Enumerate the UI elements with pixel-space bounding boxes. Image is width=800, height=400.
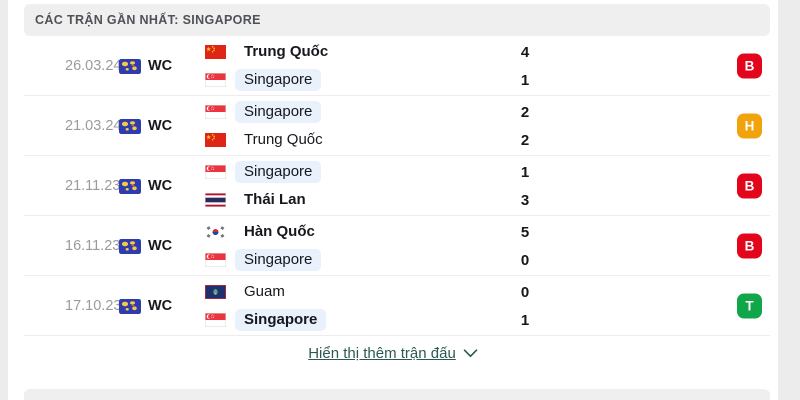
world-cup-icon	[119, 239, 141, 254]
scores: 2 2	[514, 96, 536, 156]
match-list: 26.03.24 WC Trung Quốc Singapore 4 1 B	[8, 36, 778, 336]
away-score: 2	[520, 131, 530, 149]
home-score: 4	[520, 43, 530, 61]
away-score: 3	[520, 191, 530, 209]
home-team-name: Guam	[244, 283, 285, 300]
away-team: Singapore	[205, 307, 327, 333]
home-team: Singapore	[205, 159, 322, 185]
home-score: 0	[520, 283, 530, 301]
result-badge: T	[737, 293, 762, 319]
world-cup-icon	[119, 59, 141, 74]
competition-label: WC	[148, 58, 173, 74]
home-team: Trung Quốc	[205, 39, 337, 65]
section-title: CÁC TRẬN GẦN NHẤT: SINGAPORE	[35, 13, 261, 27]
singapore-flag-icon	[205, 253, 226, 267]
thailand-flag-icon	[205, 193, 226, 207]
match-date: 21.03.24	[65, 118, 122, 134]
show-more-matches-link[interactable]: Hiển thị thêm trận đấu	[308, 345, 478, 362]
home-team-name: Trung Quốc	[244, 43, 329, 60]
away-score: 1	[520, 71, 530, 89]
world-cup-icon	[119, 179, 141, 194]
match-row[interactable]: 16.11.23 WC Hàn Quốc Singapore 5 0 B	[8, 216, 778, 276]
match-date: 21.11.23	[65, 178, 121, 194]
china-flag-icon	[205, 133, 226, 147]
home-team: Hàn Quốc	[205, 219, 324, 245]
competition: WC	[119, 276, 172, 336]
away-team-name: Thái Lan	[244, 191, 306, 208]
teams: Singapore Trung Quốc	[205, 96, 332, 156]
competition-label: WC	[148, 118, 173, 134]
home-score: 5	[520, 223, 530, 241]
singapore-flag-icon	[205, 165, 226, 179]
recent-matches-panel: CÁC TRẬN GẦN NHẤT: SINGAPORE 26.03.24 WC…	[8, 0, 778, 400]
world-cup-icon	[119, 119, 141, 134]
home-team-name: Hàn Quốc	[244, 223, 315, 240]
home-score: 1	[520, 163, 530, 181]
competition-label: WC	[148, 238, 173, 254]
teams: Guam Singapore	[205, 276, 327, 336]
singapore-flag-icon	[205, 313, 226, 327]
scores: 5 0	[514, 216, 536, 276]
away-team-name: Singapore	[235, 309, 327, 331]
away-score: 0	[520, 251, 530, 269]
home-team: Guam	[205, 279, 326, 305]
competition-label: WC	[148, 298, 173, 314]
home-team: Singapore	[205, 99, 332, 125]
scores: 4 1	[514, 36, 536, 96]
home-score: 2	[520, 103, 530, 121]
match-row[interactable]: 17.10.23 WC Guam Singapore 0 1 T	[8, 276, 778, 336]
competition: WC	[119, 216, 172, 276]
away-team: Singapore	[205, 247, 324, 273]
away-score: 1	[520, 311, 530, 329]
guam-flag-icon	[205, 285, 226, 299]
home-team-name: Singapore	[235, 161, 322, 183]
result-badge: B	[737, 53, 762, 79]
away-team: Singapore	[205, 67, 337, 93]
result-badge: B	[737, 233, 762, 259]
competition-label: WC	[148, 178, 173, 194]
away-team: Thái Lan	[205, 187, 321, 213]
home-team-name: Singapore	[235, 101, 322, 123]
match-date: 17.10.23	[65, 298, 122, 314]
show-more-label: Hiển thị thêm trận đấu	[308, 344, 456, 362]
match-date: 16.11.23	[65, 238, 121, 254]
teams: Hàn Quốc Singapore	[205, 216, 324, 276]
singapore-flag-icon	[205, 105, 226, 119]
section-header: CÁC TRẬN GẦN NHẤT: SINGAPORE	[24, 4, 770, 36]
match-date: 26.03.24	[65, 58, 122, 74]
result-badge: B	[737, 173, 762, 199]
chevron-down-icon	[463, 348, 478, 357]
away-team-name: Trung Quốc	[244, 131, 323, 148]
scores: 1 3	[514, 156, 536, 216]
away-team-name: Singapore	[235, 249, 322, 271]
scores: 0 1	[514, 276, 536, 336]
away-team: Trung Quốc	[205, 127, 332, 153]
teams: Trung Quốc Singapore	[205, 36, 337, 96]
competition: WC	[119, 156, 172, 216]
world-cup-icon	[119, 299, 141, 314]
match-row[interactable]: 21.11.23 WC Singapore Thái Lan 1 3 B	[8, 156, 778, 216]
next-section-header-partial	[24, 389, 770, 400]
match-row[interactable]: 21.03.24 WC Singapore Trung Quốc 2 2 H	[8, 96, 778, 156]
competition: WC	[119, 36, 172, 96]
south-korea-flag-icon	[205, 225, 226, 239]
china-flag-icon	[205, 45, 226, 59]
footer: Hiển thị thêm trận đấu	[8, 336, 778, 370]
match-row[interactable]: 26.03.24 WC Trung Quốc Singapore 4 1 B	[8, 36, 778, 96]
singapore-flag-icon	[205, 73, 226, 87]
result-badge: H	[737, 113, 762, 139]
teams: Singapore Thái Lan	[205, 156, 322, 216]
competition: WC	[119, 96, 172, 156]
away-team-name: Singapore	[235, 69, 322, 91]
